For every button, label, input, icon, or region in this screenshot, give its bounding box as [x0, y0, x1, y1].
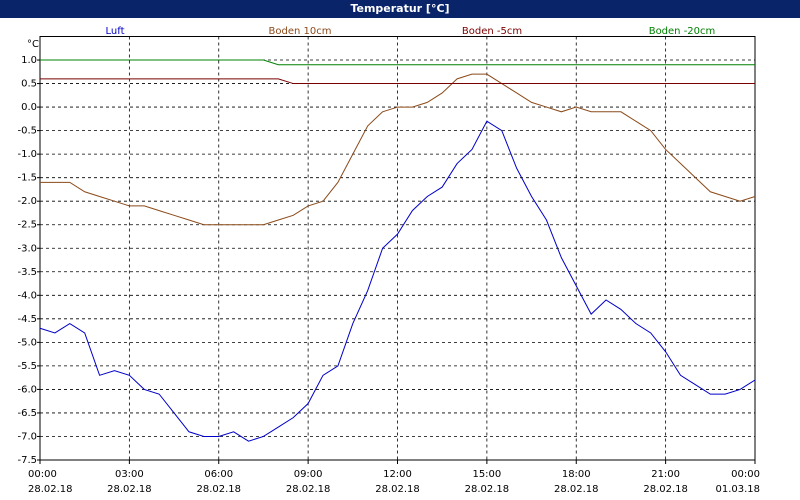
- x-tick-label: 21:00: [651, 469, 680, 480]
- legend-label: Luft: [106, 26, 125, 37]
- x-tick-date: 28.02.18: [375, 484, 420, 495]
- series-line: [40, 73, 756, 226]
- x-tick-date: 28.02.18: [107, 484, 152, 495]
- x-tick-label: 03:00: [115, 469, 144, 480]
- chart-title: Temperatur [°C]: [0, 0, 800, 18]
- y-tick-label: -3.5: [17, 267, 37, 278]
- x-tick-date: 28.02.18: [286, 484, 331, 495]
- x-tick-label: 12:00: [383, 469, 412, 480]
- y-tick-label: -3.0: [17, 243, 37, 254]
- x-tick-date: 01.03.18: [715, 484, 760, 495]
- x-tick-date: 28.02.18: [28, 484, 73, 495]
- y-tick-label: -6.5: [17, 408, 37, 419]
- y-tick-label: -7.0: [17, 431, 37, 442]
- x-tick-date: 28.02.18: [554, 484, 599, 495]
- legend-label: Boden -20cm: [649, 26, 716, 37]
- x-tick-label: 15:00: [472, 469, 501, 480]
- x-tick-label: 00:00: [731, 469, 760, 480]
- y-tick-label: -5.0: [17, 337, 37, 348]
- y-tick-label: -4.0: [17, 290, 37, 301]
- x-tick-label: 09:00: [294, 469, 323, 480]
- legend-label: Boden 10cm: [269, 26, 332, 37]
- x-tick-date: 28.02.18: [465, 484, 510, 495]
- y-tick-label: -2.0: [17, 196, 37, 207]
- y-tick-label: -5.5: [17, 361, 37, 372]
- x-tick-date: 28.02.18: [196, 484, 241, 495]
- y-tick-label: -4.5: [17, 314, 37, 325]
- series-line: [40, 59, 755, 66]
- legend-label: Boden -5cm: [462, 26, 522, 37]
- y-tick-label: 0.5: [21, 79, 37, 90]
- series-line: [40, 78, 755, 85]
- y-tick-label: -6.0: [17, 384, 37, 395]
- x-tick-date: 28.02.18: [643, 484, 688, 495]
- x-tick-label: 00:00: [28, 469, 57, 480]
- y-tick-label: -2.5: [17, 220, 37, 231]
- y-tick-label: -0.5: [17, 126, 37, 137]
- y-tick-label: -1.5: [17, 173, 37, 184]
- y-tick-label: 0.0: [21, 102, 37, 113]
- x-tick-label: 06:00: [204, 469, 233, 480]
- series-line: [39, 120, 756, 442]
- y-unit: °C: [27, 39, 39, 50]
- x-tick-label: 18:00: [562, 469, 591, 480]
- y-tick-label: -1.0: [17, 149, 37, 160]
- y-tick-label: -7.5: [17, 455, 37, 466]
- y-tick-label: 1.0: [21, 55, 37, 66]
